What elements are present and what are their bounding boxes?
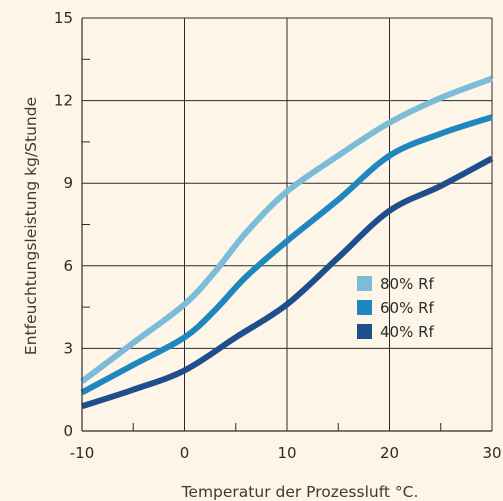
- x-tick-label: 0: [180, 444, 190, 462]
- x-tick-label: -10: [70, 444, 95, 462]
- legend-label: 80% Rf: [380, 275, 435, 293]
- y-tick-label: 0: [63, 422, 73, 440]
- grid: [82, 17, 493, 431]
- x-tick-label: 30: [482, 444, 501, 462]
- series-line-1: [80, 75, 494, 384]
- y-tick-label: 3: [63, 339, 73, 357]
- y-axis-label: Entfeuchtungsleistung kg/Stunde: [22, 97, 40, 355]
- x-axis-label: Temperatur der Prozessluft °C.: [181, 483, 419, 501]
- x-tick-label: 20: [380, 444, 399, 462]
- series-lines: [80, 75, 494, 410]
- series-line-2: [80, 114, 493, 396]
- y-tick-label: 15: [54, 9, 73, 27]
- y-tick-label: 9: [63, 174, 73, 192]
- axes: [81, 18, 492, 432]
- y-tick-labels: 0 3 6 9 12 15: [54, 9, 73, 440]
- legend-swatch: [357, 324, 372, 339]
- legend-label: 60% Rf: [380, 299, 435, 317]
- series-line-3: [81, 155, 494, 410]
- legend-label: 40% Rf: [380, 323, 435, 341]
- y-tick-label: 6: [63, 257, 73, 275]
- x-tick-labels: -10 0 10 20 30: [70, 444, 502, 462]
- y-tick-label: 12: [54, 92, 73, 110]
- x-tick-label: 10: [277, 444, 296, 462]
- legend-swatch: [357, 300, 372, 315]
- legend: 80% Rf 60% Rf 40% Rf: [357, 275, 435, 341]
- legend-swatch: [357, 276, 372, 291]
- minor-ticks: [82, 58, 442, 431]
